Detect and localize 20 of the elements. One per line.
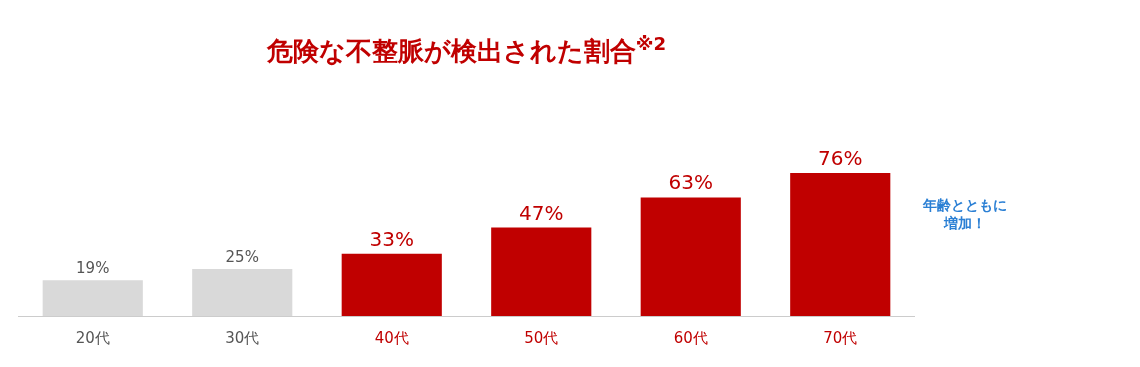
- chart-title: 危険な不整脈が検出された割合$^{※2}$: [265, 32, 667, 67]
- data-label: 47%: [519, 200, 564, 225]
- data-label: 25%: [225, 247, 259, 266]
- text: 年齢とともに増加！: [922, 197, 1007, 232]
- data-label: 33%: [369, 226, 414, 251]
- x-tick-label: 50代: [524, 329, 559, 347]
- x-tick-label: 70代: [823, 329, 858, 347]
- x-tick-label: 20代: [75, 329, 110, 347]
- bar: [790, 172, 891, 316]
- bar: [192, 268, 293, 316]
- bar: [42, 280, 143, 316]
- bar: [341, 253, 442, 316]
- data-label: 63%: [668, 170, 713, 195]
- bar: [491, 227, 592, 316]
- x-tick-label: 40代: [374, 329, 409, 347]
- x-tick-label: 30代: [225, 329, 260, 347]
- data-label: 76%: [818, 145, 863, 170]
- bar: [640, 197, 741, 316]
- x-tick-label: 60代: [673, 329, 708, 347]
- data-label: 19%: [76, 259, 110, 278]
